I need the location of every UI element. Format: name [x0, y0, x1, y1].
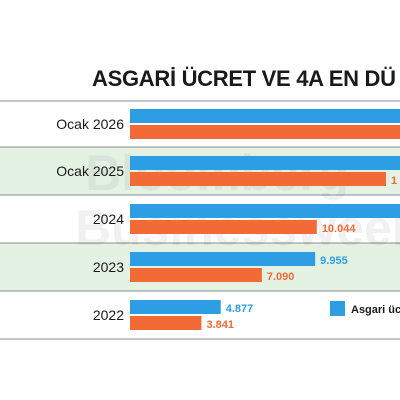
- data-label-blue: 4.877: [226, 303, 254, 315]
- legend-swatch-blue: [330, 301, 345, 316]
- category-label: Ocak 2026: [56, 116, 124, 132]
- category-label: Ocak 2025: [56, 163, 124, 179]
- bar-orange: [130, 125, 400, 139]
- data-label-blue: 9.955: [320, 255, 348, 267]
- row-band: [0, 243, 400, 291]
- row-band: [0, 147, 400, 195]
- bar-blue: [130, 252, 316, 266]
- chart-title: ASGARİ ÜCRET VE 4A EN DÜ: [92, 66, 396, 91]
- category-label: 2022: [93, 307, 124, 323]
- data-label-orange: 7.090: [267, 271, 295, 283]
- bar-blue: [130, 300, 221, 314]
- bar-blue: [130, 156, 400, 170]
- data-label-orange: 10.044: [322, 223, 357, 235]
- bar-orange: [130, 268, 262, 282]
- bar-orange: [130, 220, 317, 234]
- bar-orange: [130, 316, 202, 330]
- data-label-orange: 3.841: [206, 319, 234, 331]
- legend-label-blue: Asgari üc: [351, 304, 400, 316]
- category-label: 2024: [93, 211, 124, 227]
- bar-blue: [130, 109, 400, 123]
- category-label: 2023: [93, 259, 124, 275]
- data-label-orange: 1: [391, 175, 397, 187]
- bar-orange: [130, 172, 386, 186]
- bar-blue: [130, 204, 400, 218]
